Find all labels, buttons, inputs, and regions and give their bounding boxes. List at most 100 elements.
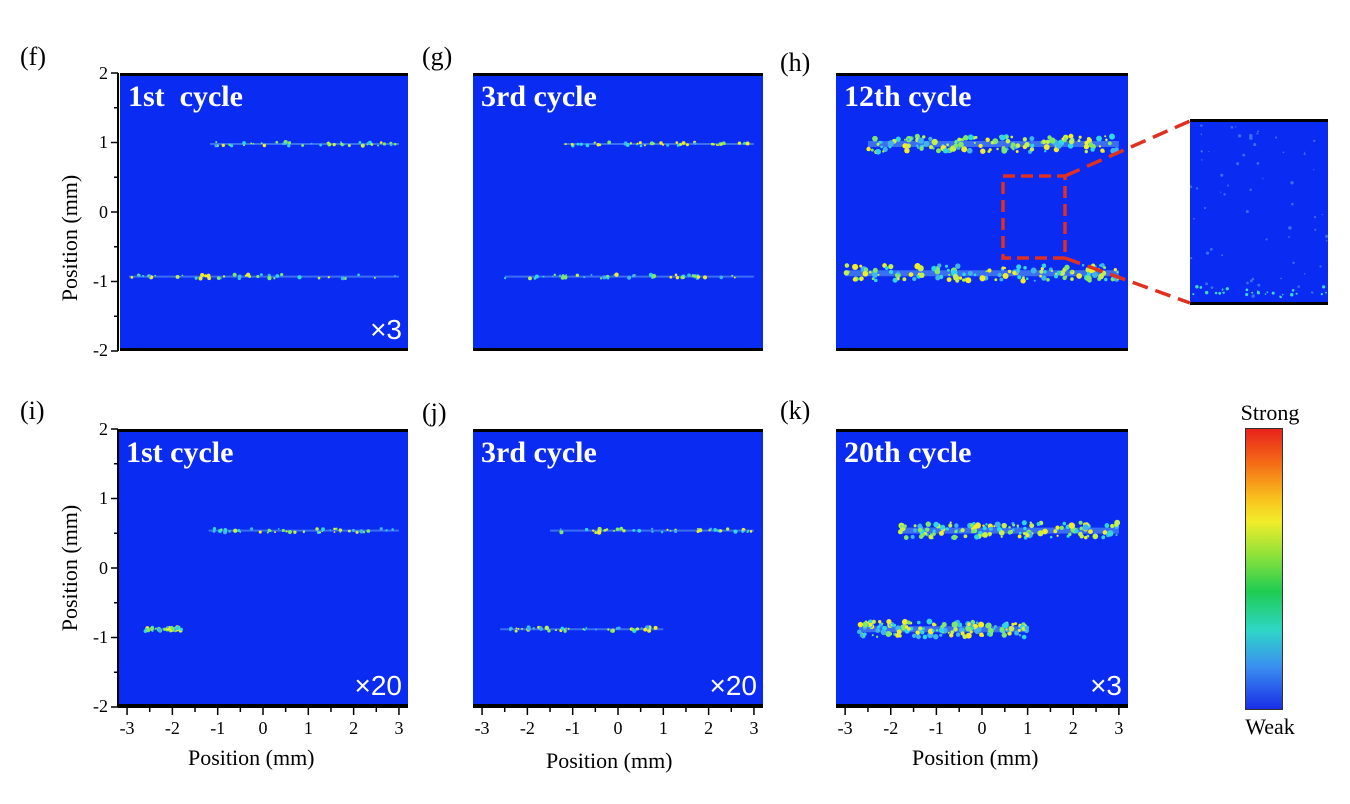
signal-point bbox=[994, 278, 998, 282]
signal-point bbox=[1041, 275, 1047, 281]
multiplier-label: ×3 bbox=[1090, 670, 1122, 701]
signal-point bbox=[640, 627, 643, 630]
signal-point bbox=[351, 528, 356, 533]
signal-point bbox=[1092, 533, 1099, 540]
signal-point bbox=[643, 144, 646, 147]
signal-point bbox=[636, 627, 640, 631]
signal-point bbox=[923, 140, 930, 147]
inset-point bbox=[1290, 181, 1294, 185]
signal-point bbox=[716, 529, 720, 532]
xtick-label: 1 bbox=[303, 718, 313, 738]
signal-point bbox=[267, 275, 272, 281]
signal-point bbox=[615, 527, 620, 531]
signal-point bbox=[876, 142, 880, 146]
signal-point bbox=[379, 527, 383, 531]
signal-point bbox=[1068, 522, 1075, 529]
signal-point bbox=[741, 530, 744, 533]
signal-point bbox=[1043, 144, 1050, 151]
signal-point bbox=[1011, 622, 1015, 626]
signal-point bbox=[517, 627, 520, 630]
signal-point bbox=[554, 629, 557, 632]
ytick-label: 2 bbox=[99, 419, 108, 439]
signal-point bbox=[713, 528, 717, 532]
signal-point bbox=[985, 523, 988, 526]
signal-point bbox=[216, 276, 221, 281]
signal-point bbox=[1103, 266, 1107, 270]
signal-point bbox=[233, 528, 238, 533]
x-axis-label-j: Position (mm) bbox=[546, 748, 673, 773]
signal-point bbox=[277, 528, 280, 530]
signal-point bbox=[1025, 277, 1029, 280]
signal-point bbox=[260, 142, 263, 145]
signal-point bbox=[666, 143, 670, 147]
inset-point bbox=[1218, 291, 1222, 295]
signal-point bbox=[391, 528, 394, 531]
zoom-connector-bottom bbox=[1064, 256, 1191, 305]
signal-point bbox=[965, 138, 968, 141]
signal-point bbox=[636, 142, 639, 145]
signal-point bbox=[542, 275, 545, 278]
signal-point bbox=[718, 142, 721, 145]
signal-point bbox=[206, 273, 211, 278]
signal-point bbox=[1085, 275, 1092, 282]
signal-point bbox=[1002, 273, 1009, 279]
signal-point bbox=[875, 628, 881, 633]
signal-point bbox=[1096, 135, 1102, 142]
signal-point bbox=[643, 627, 648, 632]
signal-point bbox=[997, 272, 1002, 278]
inset-point bbox=[1223, 193, 1226, 196]
signal-point bbox=[915, 630, 921, 635]
signal-point bbox=[602, 275, 607, 280]
signal-point bbox=[179, 627, 183, 631]
signal-point bbox=[1012, 523, 1016, 527]
signal-point bbox=[1001, 632, 1007, 638]
inset-point bbox=[1237, 134, 1242, 138]
inset-point bbox=[1275, 136, 1278, 139]
signal-point bbox=[1084, 149, 1088, 154]
signal-point bbox=[175, 274, 180, 279]
signal-point bbox=[949, 633, 954, 638]
inset-point bbox=[1325, 234, 1328, 238]
xtick-label: -3 bbox=[837, 718, 853, 738]
signal-point bbox=[1018, 633, 1022, 637]
signal-point bbox=[691, 274, 695, 278]
signal-point bbox=[888, 264, 894, 270]
signal-point bbox=[866, 146, 871, 152]
signal-point bbox=[509, 626, 513, 631]
signal-point bbox=[955, 632, 961, 637]
signal-point bbox=[1091, 271, 1099, 278]
signal-point bbox=[359, 529, 364, 534]
inset-point bbox=[1195, 187, 1199, 190]
signal-point bbox=[926, 618, 933, 625]
signal-point bbox=[916, 620, 921, 625]
signal-point bbox=[859, 276, 864, 281]
signal-point bbox=[1017, 628, 1021, 632]
inset-point bbox=[1245, 288, 1249, 292]
signal-point bbox=[901, 618, 908, 626]
signal-point bbox=[379, 141, 383, 144]
signal-point bbox=[880, 145, 883, 149]
inset-point bbox=[1200, 124, 1203, 128]
signal-point bbox=[717, 144, 720, 147]
signal-point bbox=[899, 524, 903, 528]
inset-point bbox=[1214, 291, 1218, 295]
signal-point bbox=[595, 628, 598, 631]
signal-point bbox=[1046, 278, 1050, 282]
inset-point bbox=[1209, 247, 1213, 251]
signal-point bbox=[570, 142, 574, 146]
xtick-label: -1 bbox=[928, 718, 944, 738]
inset-point bbox=[1279, 295, 1281, 298]
signal-point bbox=[366, 529, 371, 533]
inset-point bbox=[1200, 133, 1203, 136]
signal-point bbox=[910, 534, 915, 539]
signal-point bbox=[863, 267, 869, 272]
signal-point bbox=[329, 143, 332, 146]
signal-point bbox=[389, 143, 393, 147]
inset-point bbox=[1291, 289, 1295, 292]
signal-point bbox=[347, 143, 351, 147]
signal-point bbox=[1054, 274, 1059, 279]
cycle-label: 1st cycle bbox=[128, 80, 243, 113]
signal-point bbox=[212, 526, 217, 531]
signal-point bbox=[867, 622, 873, 627]
signal-point bbox=[960, 528, 965, 533]
